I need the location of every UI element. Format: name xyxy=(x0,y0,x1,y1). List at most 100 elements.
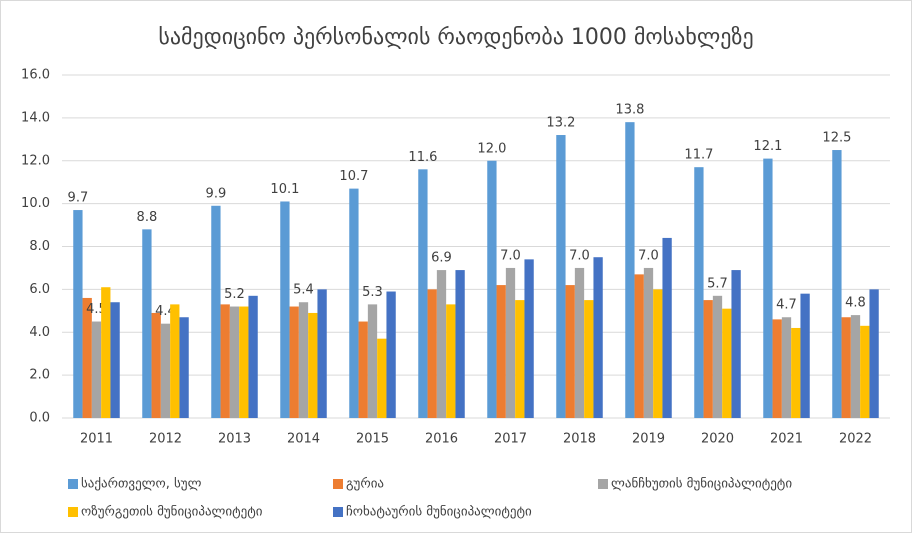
bar xyxy=(91,321,102,418)
bar xyxy=(289,306,299,418)
legend-swatch xyxy=(598,479,608,489)
chart-title: სამედიცინო პერსონალის რაოდენობა 1000 მოს… xyxy=(158,25,753,50)
bar xyxy=(565,285,575,418)
data-label: 11.7 xyxy=(684,148,713,163)
bar xyxy=(377,338,387,418)
data-label: 9.9 xyxy=(206,186,227,201)
y-tick-label: 10.0 xyxy=(21,196,50,211)
bar xyxy=(170,304,180,418)
bar xyxy=(791,327,801,418)
bar xyxy=(841,317,851,418)
data-label: 7.0 xyxy=(569,248,590,263)
bar xyxy=(584,300,594,418)
y-tick-label: 14.0 xyxy=(21,110,50,125)
x-tick-label: 2020 xyxy=(701,432,734,447)
bar xyxy=(869,289,879,418)
x-tick-label: 2014 xyxy=(287,432,320,447)
bar xyxy=(662,237,672,418)
bar xyxy=(556,135,566,418)
data-label: 8.8 xyxy=(137,210,158,225)
bar xyxy=(505,267,516,418)
data-label: 4.7 xyxy=(776,298,797,313)
y-tick-label: 6.0 xyxy=(29,282,50,297)
legend-label: ჩოხატაურის მუნიციპალიტეტი xyxy=(346,505,532,520)
x-tick-label: 2016 xyxy=(425,432,458,447)
x-tick-label: 2019 xyxy=(632,432,665,447)
legend-swatch xyxy=(333,507,343,517)
data-label: 5.4 xyxy=(293,283,314,298)
bar xyxy=(643,267,654,418)
y-tick-label: 8.0 xyxy=(29,239,50,254)
data-label: 12.0 xyxy=(477,141,506,156)
bar xyxy=(110,302,120,418)
data-label: 5.3 xyxy=(362,285,383,300)
bar xyxy=(703,300,713,418)
data-label: 6.9 xyxy=(431,251,452,266)
bar xyxy=(349,188,359,418)
data-label: 13.2 xyxy=(546,116,575,131)
bar xyxy=(515,300,525,418)
bar xyxy=(239,306,249,418)
bar xyxy=(625,122,635,418)
x-tick-label: 2012 xyxy=(149,432,182,447)
x-tick-label: 2013 xyxy=(218,432,251,447)
data-label: 13.8 xyxy=(615,103,644,118)
data-label: 5.2 xyxy=(224,287,245,302)
bar xyxy=(386,291,396,418)
bar xyxy=(280,201,290,418)
x-tick-label: 2018 xyxy=(563,432,596,447)
y-tick-label: 4.0 xyxy=(29,325,50,340)
bar xyxy=(73,210,83,418)
bar xyxy=(418,169,428,418)
bar xyxy=(101,287,111,418)
bar xyxy=(436,270,447,418)
legend-label: გურია xyxy=(346,477,384,492)
y-tick-label: 2.0 xyxy=(29,368,50,383)
bar xyxy=(298,302,309,418)
bar xyxy=(524,259,534,418)
bar xyxy=(82,297,92,418)
x-tick-label: 2017 xyxy=(494,432,527,447)
bar xyxy=(800,293,810,418)
data-label: 11.6 xyxy=(408,150,437,165)
legend-swatch xyxy=(333,479,343,489)
bar xyxy=(496,285,506,418)
bar xyxy=(772,319,782,418)
bar xyxy=(694,167,704,418)
bar xyxy=(653,289,663,418)
bar xyxy=(317,289,327,418)
bar xyxy=(832,150,842,418)
bar xyxy=(487,160,497,418)
bar xyxy=(722,308,732,418)
bar xyxy=(179,317,189,418)
bar xyxy=(446,304,456,418)
x-tick-label: 2021 xyxy=(770,432,803,447)
bar xyxy=(229,306,240,418)
bar xyxy=(574,267,585,418)
bar xyxy=(248,295,258,418)
bar xyxy=(308,312,318,418)
data-label: 4.8 xyxy=(845,296,866,311)
bar xyxy=(220,304,230,418)
data-label: 7.0 xyxy=(500,248,521,263)
bar xyxy=(712,295,723,418)
data-label: 7.0 xyxy=(638,248,659,263)
y-tick-label: 12.0 xyxy=(21,153,50,168)
x-tick-label: 2022 xyxy=(839,432,872,447)
bar xyxy=(763,158,773,418)
data-label: 10.7 xyxy=(339,169,368,184)
bar xyxy=(367,304,378,418)
bar xyxy=(634,274,644,418)
bar xyxy=(860,325,870,418)
bar xyxy=(455,270,465,418)
bar xyxy=(427,289,437,418)
bar xyxy=(358,321,368,418)
legend-label: ოზურგეთის მუნიციპალიტეტი xyxy=(81,505,263,520)
data-label: 12.5 xyxy=(822,131,851,146)
bar xyxy=(781,317,792,418)
bar xyxy=(160,323,171,418)
data-label: 10.1 xyxy=(270,182,299,197)
legend-label: ლანჩხუთის მუნიციპალიტეტი xyxy=(611,477,792,492)
data-label: 12.1 xyxy=(753,139,782,154)
